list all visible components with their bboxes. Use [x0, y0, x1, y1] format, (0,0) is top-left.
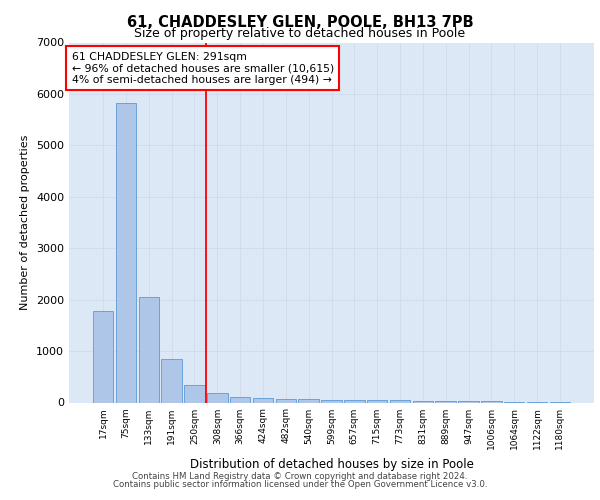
Bar	[413, 400, 433, 402]
Bar	[116, 103, 136, 403]
Bar	[253, 398, 273, 402]
Text: Size of property relative to detached houses in Poole: Size of property relative to detached ho…	[134, 28, 466, 40]
Bar	[298, 400, 319, 402]
Bar	[139, 296, 159, 403]
Bar	[458, 401, 479, 402]
Bar	[321, 400, 342, 402]
Y-axis label: Number of detached properties: Number of detached properties	[20, 135, 31, 310]
Bar	[390, 400, 410, 402]
Text: 61 CHADDESLEY GLEN: 291sqm
← 96% of detached houses are smaller (10,615)
4% of s: 61 CHADDESLEY GLEN: 291sqm ← 96% of deta…	[71, 52, 334, 84]
Bar	[275, 398, 296, 402]
Bar	[436, 401, 456, 402]
Bar	[230, 397, 250, 402]
Text: Contains HM Land Registry data © Crown copyright and database right 2024.: Contains HM Land Registry data © Crown c…	[132, 472, 468, 481]
Text: 61, CHADDESLEY GLEN, POOLE, BH13 7PB: 61, CHADDESLEY GLEN, POOLE, BH13 7PB	[127, 15, 473, 30]
Text: Contains public sector information licensed under the Open Government Licence v3: Contains public sector information licen…	[113, 480, 487, 489]
Bar	[93, 311, 113, 402]
Bar	[161, 360, 182, 403]
X-axis label: Distribution of detached houses by size in Poole: Distribution of detached houses by size …	[190, 458, 473, 471]
Bar	[344, 400, 365, 402]
Bar	[367, 400, 388, 402]
Bar	[184, 385, 205, 402]
Bar	[207, 392, 227, 402]
